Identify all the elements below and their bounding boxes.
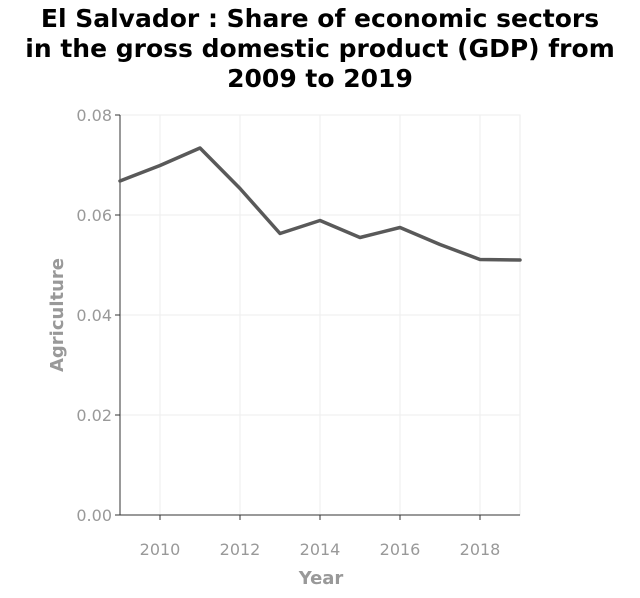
y-axis-label: Agriculture [47, 258, 68, 372]
y-tick-label: 0.04 [76, 306, 112, 325]
chart-title-line-2: in the gross domestic product (GDP) from [25, 34, 615, 63]
x-tick-label: 2014 [300, 540, 341, 559]
x-tick-label: 2018 [460, 540, 501, 559]
chart-title: El Salvador : Share of economic sectors … [0, 4, 640, 94]
y-tick-label: 0.06 [76, 206, 112, 225]
series-layer [118, 146, 522, 262]
x-tick-label: 2016 [380, 540, 421, 559]
x-tick-label: 2010 [140, 540, 181, 559]
x-axis-label: Year [298, 568, 344, 589]
y-tick-label: 0.08 [76, 106, 112, 125]
chart-title-line-1: El Salvador : Share of economic sectors [40, 4, 600, 33]
x-tick-labels: 2010 2012 2014 2016 2018 [140, 540, 501, 559]
x-tick-label: 2012 [220, 540, 261, 559]
series-line [118, 146, 522, 262]
gridlines [120, 114, 520, 516]
y-tick-label: 0.00 [76, 506, 112, 525]
y-tick-label: 0.02 [76, 406, 112, 425]
y-tick-labels: 0.00 0.02 0.04 0.06 0.08 [76, 106, 112, 525]
chart-title-line-3: 2009 to 2019 [227, 64, 413, 93]
